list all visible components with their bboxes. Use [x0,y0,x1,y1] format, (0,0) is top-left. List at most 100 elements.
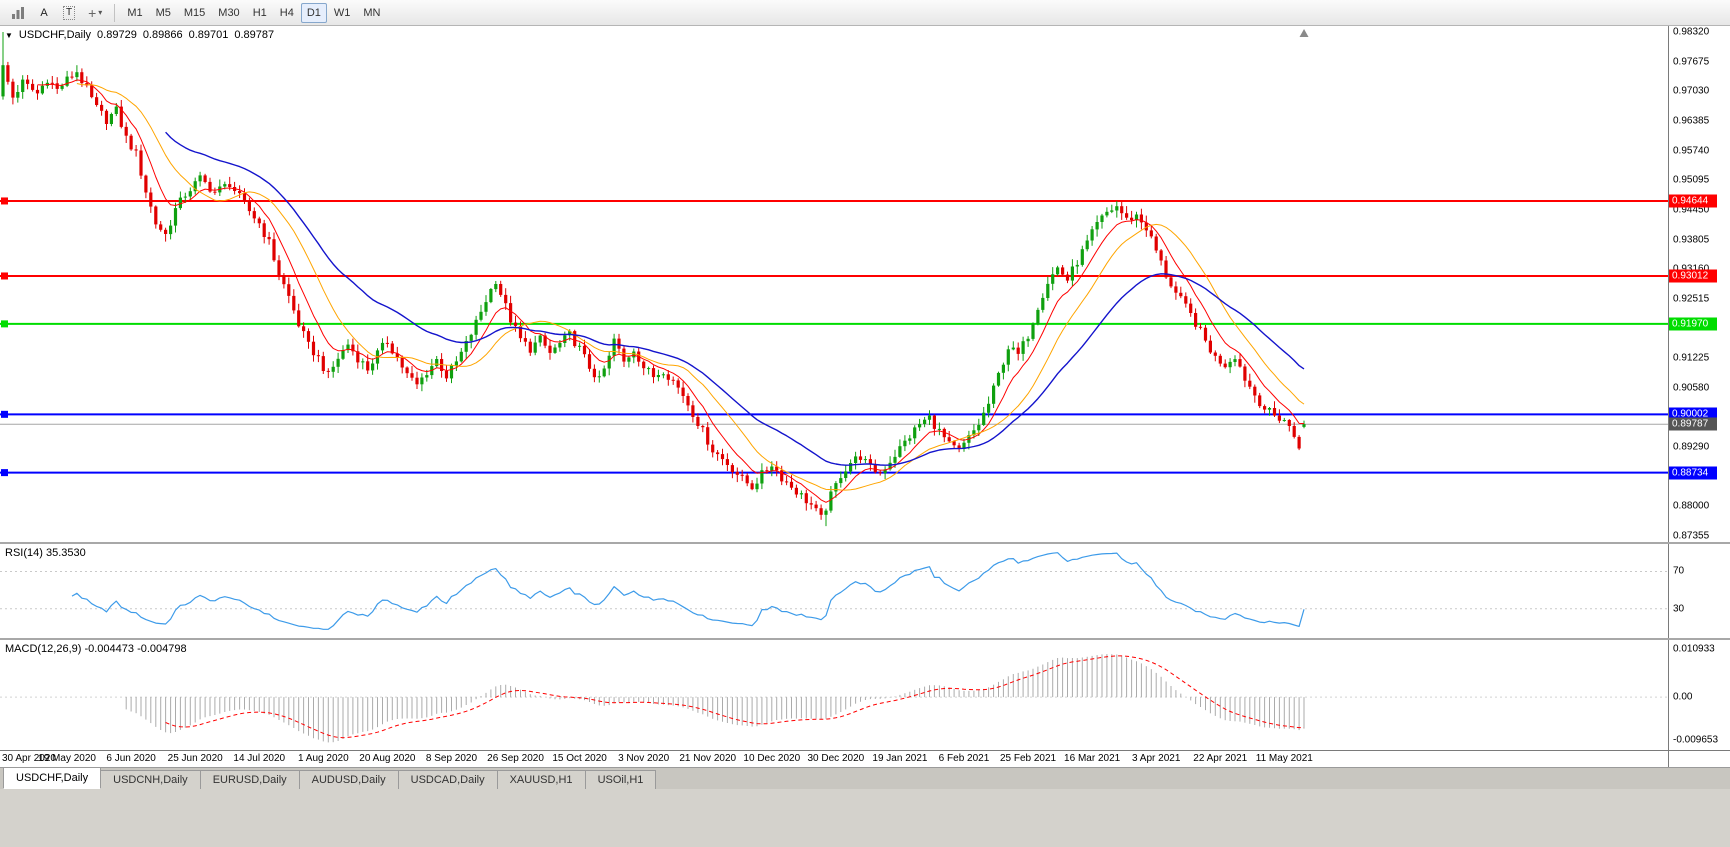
price-tick-label: 0.93805 [1673,234,1710,246]
chart-shift-marker [1299,29,1309,37]
price-tick-label: 0.97675 [1673,56,1710,68]
price-tick-label: 0.94450 [1673,204,1710,216]
date-label: 1 Aug 2020 [298,753,349,764]
letter-a-icon: A [40,6,48,19]
price-level-badge: 0.88734 [1669,466,1717,480]
date-label: 22 Apr 2021 [1193,753,1248,764]
chart-tab-eurusd-daily[interactable]: EURUSD,Daily [199,770,300,789]
price-tick-label: 0.88000 [1673,500,1710,512]
macd-axis-label: 0.00 [1673,691,1693,703]
price-chart[interactable]: ▼ USDCHF,Daily 0.89729 0.89866 0.89701 0… [0,26,1668,542]
date-label: 11 May 2021 [1255,753,1313,764]
timeframe-button-m15[interactable]: M15 [183,6,206,19]
price-tick-label: 0.92515 [1673,293,1710,305]
price-tick-label: 0.95095 [1673,174,1710,186]
text-tool-button[interactable]: T [57,3,81,23]
time-axis[interactable]: 30 Apr 2020 19 May 2020 6 Jun 2020 25 Jun 2… [0,750,1730,767]
price-level-badge: 0.93012 [1669,269,1717,283]
current-price-badge: 0.89787 [1669,417,1717,431]
price-tick-label: 0.95740 [1673,145,1710,157]
text-label-tool-button[interactable]: A [32,3,56,23]
price-level-badge: 0.91970 [1669,317,1717,331]
date-label: 16 Mar 2021 [1064,753,1121,764]
timeframe-button-m30[interactable]: M30 [218,6,240,19]
price-tick-label: 0.87355 [1673,530,1710,542]
rsi-pane: RSI(14) 35.3530 70 30 [0,544,1730,638]
price-level-badge: 0.90002 [1669,407,1717,421]
bottom-filler [0,789,1730,847]
chart-tab-bar: USDCHF,Daily USDCNH,Daily EURUSD,Daily AUDU… [0,767,1730,789]
macd-axis-label: -0.009653 [1673,734,1719,746]
pane-divider[interactable] [0,542,1730,544]
date-label: 30 Dec 2020 [807,753,865,764]
date-label: 25 Jun 2020 [167,753,223,764]
price-level-badge: 0.94644 [1669,194,1717,208]
collapse-arrow-icon[interactable]: ▼ [5,30,13,40]
price-pane: ▼ USDCHF,Daily 0.89729 0.89866 0.89701 0… [0,26,1730,542]
date-label: 21 Nov 2020 [679,753,737,764]
timeframe-button-h1[interactable]: H1 [252,6,267,19]
rsi-indicator-label: RSI(14) 35.3530 [5,547,86,559]
timeframe-button-m1[interactable]: M1 [127,6,143,19]
rsi-level-label: 70 [1673,565,1685,577]
date-label: 19 May 2020 [38,753,96,764]
ohlc-close-value: 0.89787 [234,29,275,41]
dropdown-caret-icon: ▾ [98,8,103,17]
ohlc-low-value: 0.89701 [188,29,229,41]
date-label: 6 Feb 2021 [938,753,990,764]
macd-indicator-label: MACD(12,26,9) -0.004473 -0.004798 [5,643,187,655]
timeframe-button-d1[interactable]: D1 [300,2,327,23]
chart-tab-xauusd-h1[interactable]: XAUUSD,H1 [496,770,586,789]
timeframe-button-mn[interactable]: MN [363,6,381,19]
date-label: 3 Nov 2020 [618,753,670,764]
rsi-level-label: 30 [1673,603,1685,615]
price-tick-label: 0.89290 [1673,441,1710,453]
price-tick-label: 0.91225 [1673,352,1710,364]
chart-tab-usdchf-daily[interactable]: USDCHF,Daily [3,767,102,789]
ohlc-high-value: 0.89866 [142,29,183,41]
crosshair-icon: + [88,4,97,21]
timeframe-group: M1 M5 M15 M30 H1 H4 D1 W1 MN [121,2,386,23]
timeframe-button-h4[interactable]: H4 [279,6,294,19]
timeframe-button-w1[interactable]: W1 [333,6,351,19]
price-tick-label: 0.93160 [1673,264,1709,275]
price-tick-label: 0.97030 [1673,85,1710,97]
macd-axis-label: 0.010933 [1673,643,1715,655]
timeframe-button-m5[interactable]: M5 [155,6,171,19]
chart-tab-usoil-h1[interactable]: USOil,H1 [584,770,657,789]
price-axis[interactable]: 0.98320 0.97675 0.97030 0.96385 0.95740 0.950… [1668,26,1730,542]
price-tick-label: 0.98320 [1673,26,1710,38]
price-tick-label: 0.96385 [1673,115,1710,127]
date-label: 20 Aug 2020 [359,753,416,764]
chart-tab-usdcnh-daily[interactable]: USDCNH,Daily [100,770,201,789]
price-tick-label: 0.90580 [1673,382,1710,394]
date-label: 14 Jul 2020 [233,753,286,764]
date-label: 6 Jun 2020 [106,753,156,764]
toolbar-separator [114,3,116,22]
date-label: 19 Jan 2021 [872,753,928,764]
time-axis-corner [1668,751,1730,767]
chart-title: ▼ USDCHF,Daily 0.89729 0.89866 0.89701 0… [5,29,274,41]
chart-tab-usdcad-daily[interactable]: USDCAD,Daily [397,770,498,789]
bottom-area: USDCHF,Daily USDCNH,Daily EURUSD,Daily AUDU… [0,767,1730,847]
chart-window: ▼ USDCHF,Daily 0.89729 0.89866 0.89701 0… [0,26,1730,767]
date-label: 10 Dec 2020 [743,753,801,764]
pane-divider[interactable] [0,638,1730,640]
macd-axis[interactable]: 0.010933 0.00 -0.009653 [1668,640,1730,750]
date-label: 8 Sep 2020 [425,753,478,764]
date-label: 15 Oct 2020 [552,753,607,764]
date-label: 3 Apr 2021 [1132,753,1181,764]
rsi-chart[interactable]: RSI(14) 35.3530 [0,544,1668,638]
crosshair-tool-button[interactable]: + ▾ [82,3,108,23]
date-label: 30 Apr 2020 [2,753,56,764]
macd-chart[interactable]: MACD(12,26,9) -0.004473 -0.004798 [0,640,1668,750]
rsi-axis[interactable]: 70 30 [1668,544,1730,638]
toolbar: A T + ▾ M1 M5 M15 M30 H1 H4 D1 W1 MN [0,0,1730,26]
chart-tab-audusd-daily[interactable]: AUDUSD,Daily [298,770,399,789]
chart-symbol-label: USDCHF,Daily [18,29,92,41]
time-labels: 30 Apr 2020 19 May 2020 6 Jun 2020 25 Jun 2… [0,751,1668,767]
ohlc-open-value: 0.89729 [97,29,137,41]
bars-icon [12,6,24,19]
chart-list-button[interactable] [5,3,31,23]
